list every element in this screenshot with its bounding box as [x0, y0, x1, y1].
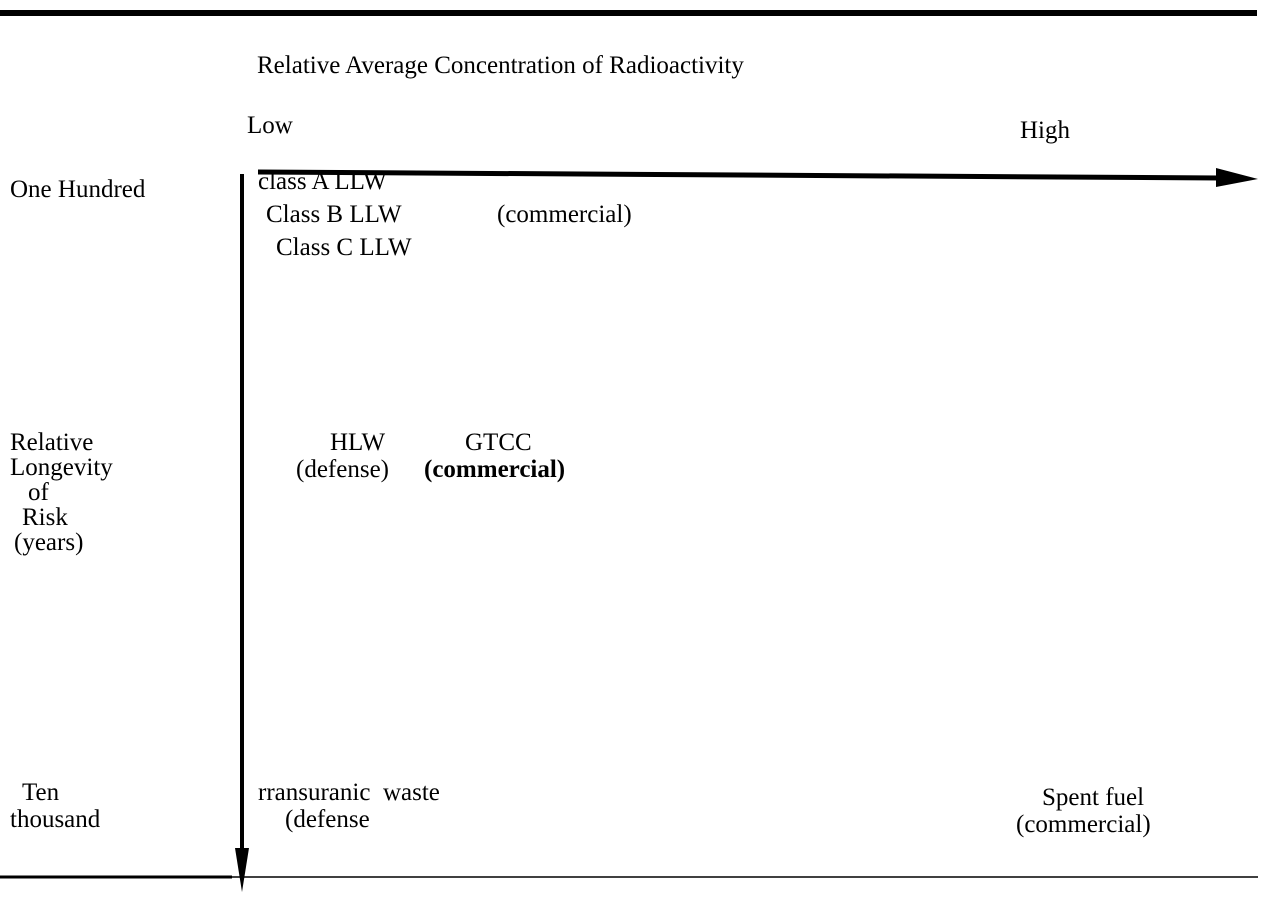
y-bottom: Ten — [22, 779, 60, 806]
item-label: Spent fuel — [1042, 784, 1145, 811]
y-title: Risk — [22, 504, 68, 531]
item-source: (commercial) — [424, 456, 566, 483]
y-title: Relative — [10, 429, 94, 456]
y-arrowhead — [235, 848, 249, 892]
y-title: Longevity — [10, 454, 113, 481]
x-axis-title: Relative Average Concentration of Radioa… — [257, 52, 744, 79]
item-source: (defense) — [296, 456, 389, 483]
y-top: One Hundred — [10, 176, 146, 203]
item-source: (defense — [285, 806, 370, 833]
x-arrowhead — [1216, 168, 1258, 187]
item-label: HLW — [330, 429, 386, 456]
item-label: GTCC — [465, 429, 532, 456]
y-title: (years) — [14, 529, 84, 556]
item-label: rransuranic waste — [258, 779, 440, 806]
y-bottom: thousand — [10, 806, 101, 833]
x-arrow — [257, 169, 1221, 181]
x-high: High — [1020, 117, 1070, 144]
item-label: Class B LLW — [266, 201, 402, 228]
x-low: Low — [247, 112, 293, 139]
y-title: of — [28, 479, 49, 506]
item-source: (commercial) — [1016, 811, 1151, 838]
item-label: class A LLW — [258, 168, 387, 195]
item-source: (commercial) — [497, 201, 632, 228]
item-label: Class C LLW — [276, 234, 412, 261]
